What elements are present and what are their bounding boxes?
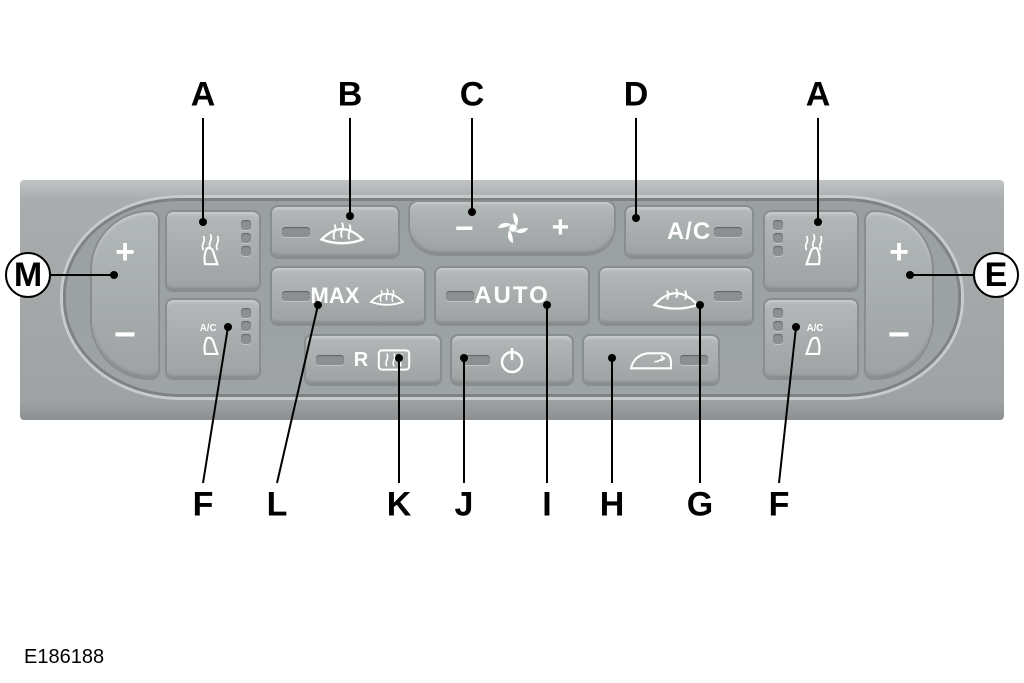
leader-lines (0, 0, 1024, 683)
image-id: E186188 (24, 646, 104, 669)
